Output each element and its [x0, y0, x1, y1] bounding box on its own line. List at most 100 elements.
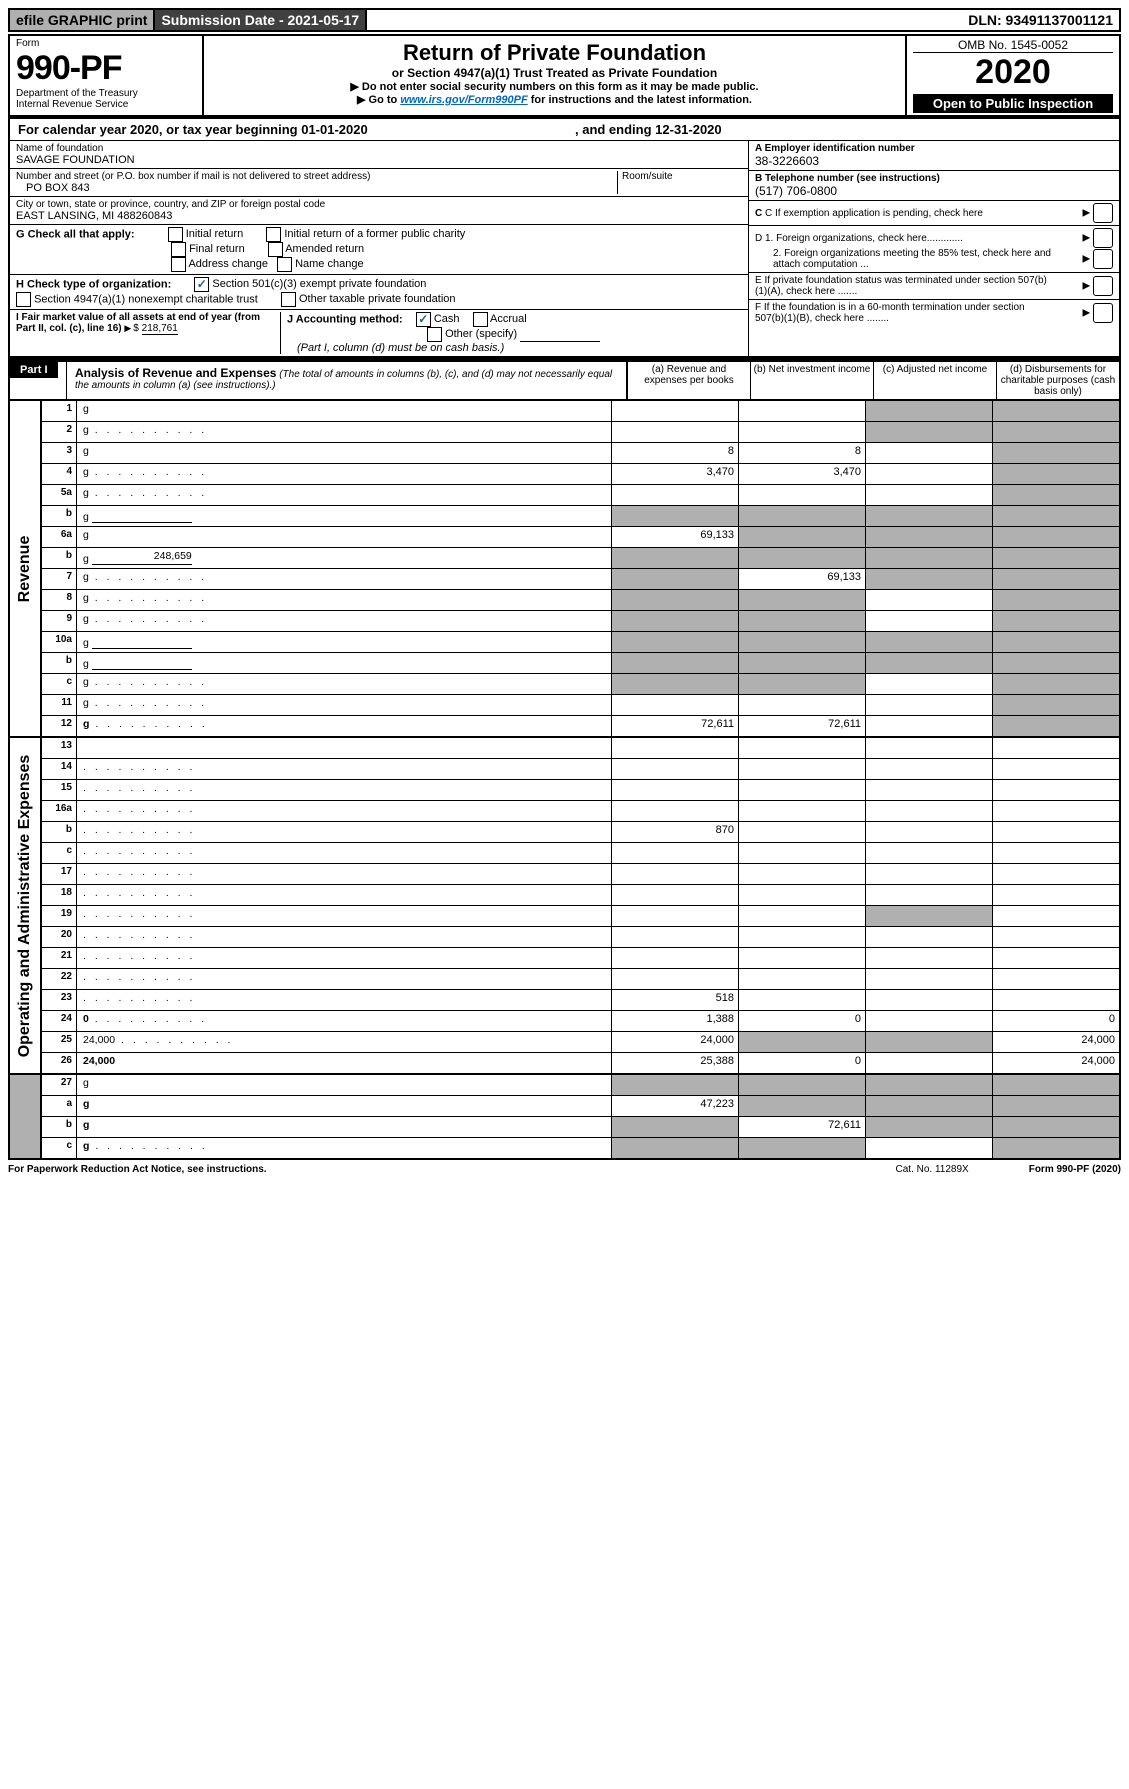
city-value: EAST LANSING, MI 488260843: [16, 210, 742, 222]
cb-initial-return[interactable]: [168, 227, 183, 242]
cell: [865, 674, 992, 694]
line-desc: g: [77, 590, 611, 610]
cell: [992, 843, 1119, 863]
table-row: 7g69,133: [42, 569, 1119, 590]
cb-initial-former[interactable]: [266, 227, 281, 242]
line-desc: g: [77, 422, 611, 442]
j-note: (Part I, column (d) must be on cash basi…: [297, 342, 504, 354]
cell: [992, 527, 1119, 547]
line-desc: [77, 969, 611, 989]
form-id-block: Form 990-PF Department of the Treasury I…: [10, 36, 204, 115]
cell: [738, 1032, 865, 1052]
cell: [992, 401, 1119, 421]
line-number: 4: [42, 464, 77, 484]
cell: 24,000: [611, 1032, 738, 1052]
cell: 72,611: [738, 716, 865, 736]
opt-501c3: Section 501(c)(3) exempt private foundat…: [212, 278, 426, 290]
cell: [611, 611, 738, 631]
cb-4947[interactable]: [16, 292, 31, 307]
room-label: Room/suite: [617, 171, 742, 194]
line-number: 16a: [42, 801, 77, 821]
cell: 870: [611, 822, 738, 842]
line-number: 11: [42, 695, 77, 715]
cb-501c3[interactable]: [194, 277, 209, 292]
cb-name-change[interactable]: [277, 257, 292, 272]
cell: [611, 1117, 738, 1137]
cal-begin: For calendar year 2020, or tax year begi…: [18, 122, 368, 137]
cb-c[interactable]: [1093, 203, 1113, 223]
cell: [865, 1053, 992, 1073]
cell: [992, 422, 1119, 442]
cell: [611, 1075, 738, 1095]
cb-d2[interactable]: [1093, 249, 1113, 269]
table-row: 17: [42, 864, 1119, 885]
cell: 518: [611, 990, 738, 1010]
line-number: 27: [42, 1075, 77, 1095]
cell: [865, 695, 992, 715]
cell: [865, 969, 992, 989]
table-row: 5ag: [42, 485, 1119, 506]
line-number: 21: [42, 948, 77, 968]
part1-header-row: Part I Analysis of Revenue and Expenses …: [8, 358, 1121, 401]
cell: [865, 443, 992, 463]
table-row: 23 518: [42, 990, 1119, 1011]
line-number: b: [42, 548, 77, 568]
cell: [992, 738, 1119, 758]
e-label: E If private foundation status was termi…: [755, 275, 1055, 297]
cell: [992, 885, 1119, 905]
line-number: 9: [42, 611, 77, 631]
table-row: 11g: [42, 695, 1119, 716]
expense-section: Operating and Administrative Expenses 13…: [8, 738, 1121, 1075]
cb-d1[interactable]: [1093, 228, 1113, 248]
irs-label: Internal Revenue Service: [16, 99, 196, 110]
part1-desc: Analysis of Revenue and Expenses (The to…: [67, 362, 627, 399]
cell: [738, 695, 865, 715]
line-number: 14: [42, 759, 77, 779]
cb-f[interactable]: [1093, 303, 1113, 323]
info-right: A Employer identification number 38-3226…: [748, 141, 1119, 356]
final-rows: 27gag47,223bg72,611cg: [42, 1075, 1119, 1158]
cell: [865, 1096, 992, 1116]
line-number: 25: [42, 1032, 77, 1052]
cb-other-tax[interactable]: [281, 292, 296, 307]
cell: [992, 780, 1119, 800]
cell: [992, 611, 1119, 631]
c-box: C C If exemption application is pending,…: [749, 201, 1119, 226]
cb-final[interactable]: [171, 242, 186, 257]
line-number: 1: [42, 401, 77, 421]
cb-other-method[interactable]: [427, 327, 442, 342]
cell: [865, 548, 992, 568]
cell: [992, 1096, 1119, 1116]
cell: [992, 969, 1119, 989]
col-b-head: (b) Net investment income: [750, 362, 873, 399]
opt-addr: Address change: [188, 258, 268, 270]
line-number: 23: [42, 990, 77, 1010]
cb-e[interactable]: [1093, 276, 1113, 296]
cell: 69,133: [738, 569, 865, 589]
table-row: 20: [42, 927, 1119, 948]
cb-addr-change[interactable]: [171, 257, 186, 272]
irs-link[interactable]: www.irs.gov/Form990PF: [400, 94, 527, 106]
cb-cash[interactable]: [416, 312, 431, 327]
cell: 0: [992, 1011, 1119, 1031]
cell: [865, 590, 992, 610]
line-number: 2: [42, 422, 77, 442]
opt-accrual: Accrual: [490, 313, 527, 325]
final-section: 27gag47,223bg72,611cg: [8, 1075, 1121, 1160]
cell: [992, 674, 1119, 694]
line-desc: [77, 906, 611, 926]
cell: [738, 1075, 865, 1095]
cell: [992, 569, 1119, 589]
cell: [865, 843, 992, 863]
cb-amended[interactable]: [268, 242, 283, 257]
line-desc: g: [77, 527, 611, 547]
opt-initial: Initial return: [186, 228, 243, 240]
cb-accrual[interactable]: [473, 312, 488, 327]
cell: [611, 422, 738, 442]
cell: [865, 990, 992, 1010]
cell: [611, 548, 738, 568]
cell: [865, 401, 992, 421]
cell: [611, 864, 738, 884]
cell: [611, 1138, 738, 1158]
table-row: 9g: [42, 611, 1119, 632]
